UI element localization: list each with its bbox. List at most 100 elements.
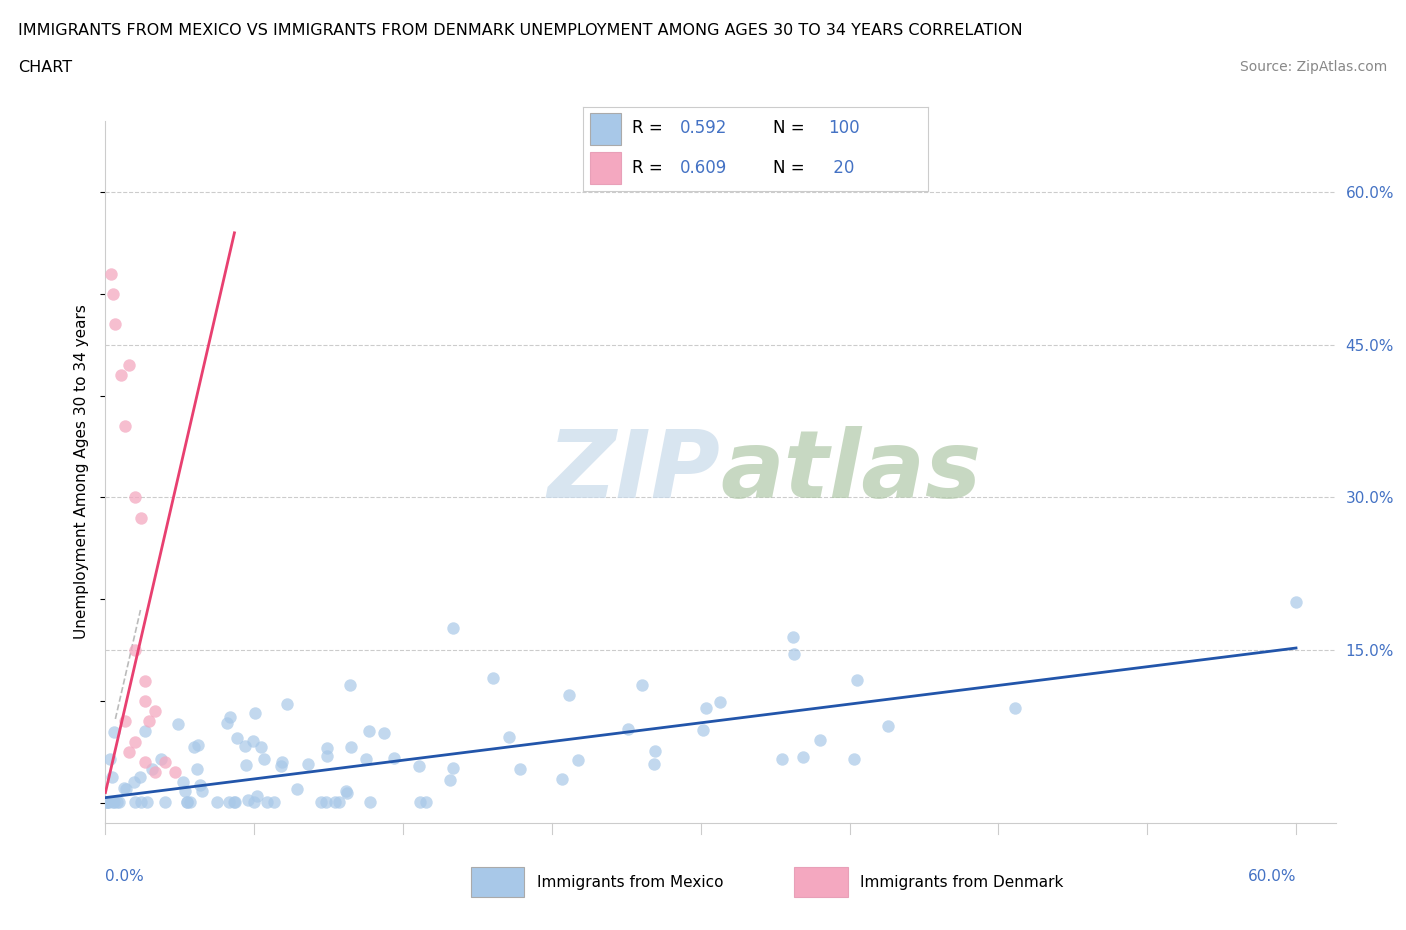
Point: [134, 754, 156, 769]
Point: [246, 789, 269, 804]
Point: [409, 794, 432, 809]
Point: [100, 266, 122, 281]
Point: [118, 358, 141, 373]
Point: [172, 775, 194, 790]
Text: Source: ZipAtlas.com: Source: ZipAtlas.com: [1240, 60, 1388, 74]
Point: [163, 764, 186, 779]
Point: [309, 794, 332, 809]
Point: [354, 751, 377, 766]
Point: [1004, 701, 1026, 716]
Point: [96, 794, 118, 809]
Text: Immigrants from Denmark: Immigrants from Denmark: [860, 875, 1064, 890]
Point: [225, 730, 247, 745]
Text: N =: N =: [773, 119, 810, 138]
Point: [250, 739, 273, 754]
Point: [97, 794, 120, 809]
Point: [325, 794, 347, 809]
Point: [242, 794, 264, 809]
Point: [846, 672, 869, 687]
Point: [143, 764, 166, 779]
Point: [709, 695, 731, 710]
Point: [550, 772, 572, 787]
Y-axis label: Unemployment Among Ages 30 to 34 years: Unemployment Among Ages 30 to 34 years: [75, 304, 90, 640]
Point: [124, 734, 146, 749]
Text: ZIP: ZIP: [548, 426, 721, 518]
Point: [256, 794, 278, 809]
Point: [129, 511, 152, 525]
Point: [270, 754, 292, 769]
Point: [335, 784, 357, 799]
Point: [205, 794, 228, 809]
Point: [270, 759, 292, 774]
Point: [233, 738, 256, 753]
Point: [217, 715, 239, 730]
Point: [114, 418, 136, 433]
Point: [150, 751, 173, 766]
Point: [118, 744, 141, 759]
Point: [439, 773, 461, 788]
Point: [143, 704, 166, 719]
Point: [877, 719, 900, 734]
Point: [509, 762, 531, 777]
Point: [482, 671, 505, 685]
Point: [134, 724, 156, 738]
Point: [174, 784, 197, 799]
FancyBboxPatch shape: [591, 113, 621, 145]
Point: [316, 749, 339, 764]
Point: [188, 777, 211, 792]
Point: [138, 714, 160, 729]
Point: [808, 733, 831, 748]
Point: [316, 740, 339, 755]
Point: [183, 739, 205, 754]
FancyBboxPatch shape: [471, 867, 524, 897]
Point: [792, 750, 814, 764]
Point: [129, 794, 152, 809]
Point: [124, 643, 146, 658]
Point: [339, 678, 361, 693]
Point: [176, 794, 198, 809]
Point: [124, 490, 146, 505]
Point: [336, 786, 359, 801]
Point: [616, 722, 638, 737]
Point: [360, 794, 382, 809]
Text: 0.592: 0.592: [681, 119, 727, 138]
Point: [101, 770, 124, 785]
Point: [783, 646, 806, 661]
Point: [103, 794, 125, 809]
Point: [103, 724, 125, 739]
Text: atlas: atlas: [721, 426, 981, 518]
Point: [96, 794, 118, 809]
Point: [134, 673, 156, 688]
Point: [253, 752, 276, 767]
Point: [134, 694, 156, 709]
Point: [222, 794, 245, 809]
Text: R =: R =: [631, 159, 668, 177]
Point: [105, 794, 128, 809]
Point: [339, 739, 361, 754]
Point: [643, 756, 665, 771]
Point: [122, 775, 145, 790]
Point: [114, 714, 136, 729]
Point: [373, 725, 395, 740]
Point: [630, 678, 652, 693]
Text: N =: N =: [773, 159, 810, 177]
Text: 100: 100: [828, 119, 859, 138]
Point: [770, 751, 793, 766]
Point: [242, 734, 264, 749]
Point: [315, 794, 337, 809]
Point: [695, 700, 717, 715]
Point: [112, 781, 135, 796]
Point: [235, 757, 257, 772]
Text: 0.609: 0.609: [681, 159, 727, 177]
Point: [644, 743, 666, 758]
Point: [179, 794, 201, 809]
Point: [103, 286, 125, 301]
Point: [263, 794, 285, 809]
Point: [136, 794, 159, 809]
Point: [238, 792, 260, 807]
Point: [167, 717, 190, 732]
Point: [243, 706, 266, 721]
Point: [415, 794, 437, 809]
Point: [101, 794, 124, 809]
Point: [558, 687, 581, 702]
